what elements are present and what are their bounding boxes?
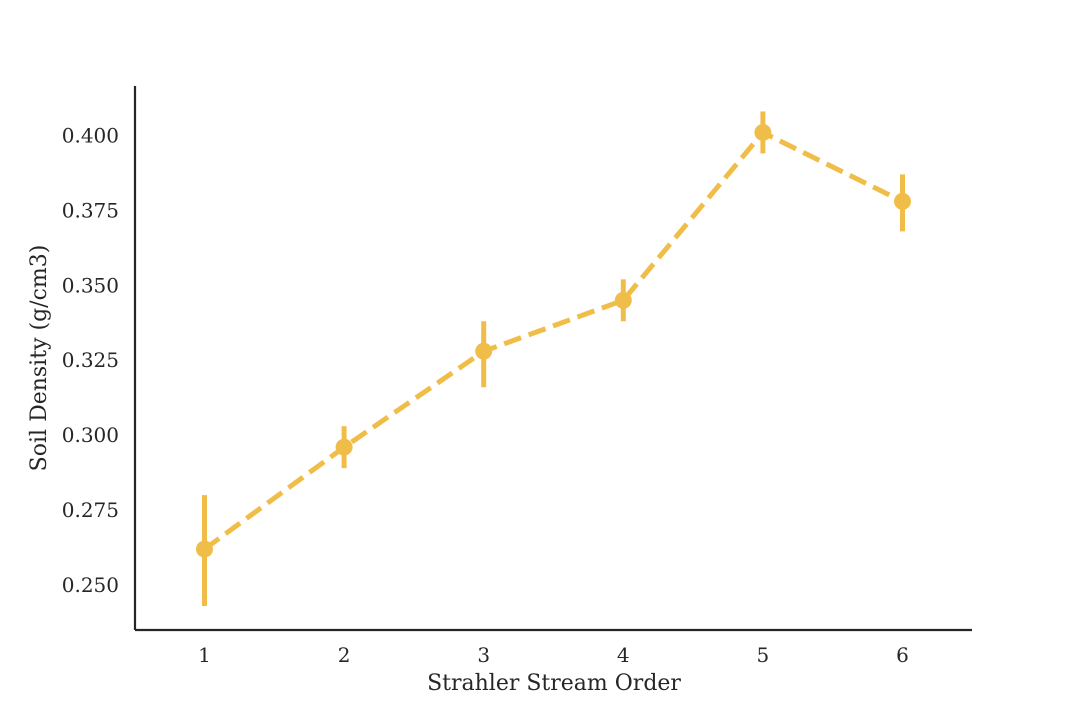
x-tick-label: 4: [617, 643, 630, 667]
y-tick-label: 0.275: [62, 498, 119, 522]
y-axis-label: Soil Density (g/cm3): [27, 245, 52, 472]
data-point: [894, 193, 911, 210]
x-tick-label: 3: [477, 643, 490, 667]
x-axis-label: Strahler Stream Order: [427, 671, 681, 696]
y-tick-label: 0.325: [62, 348, 119, 372]
y-tick-label: 0.400: [62, 123, 119, 147]
data-point: [754, 124, 771, 141]
x-axis-ticks: 1 2 3 4 5 6: [198, 643, 909, 667]
data-point: [475, 343, 492, 360]
x-tick-label: 1: [198, 643, 211, 667]
data-point: [615, 292, 632, 309]
x-tick-label: 5: [757, 643, 770, 667]
x-tick-label: 2: [338, 643, 351, 667]
data-point: [336, 439, 353, 456]
y-tick-label: 0.250: [62, 573, 119, 597]
y-tick-label: 0.375: [62, 198, 119, 222]
x-tick-label: 6: [896, 643, 909, 667]
y-tick-label: 0.350: [62, 273, 119, 297]
data-point: [196, 541, 213, 558]
y-tick-label: 0.300: [62, 423, 119, 447]
series-line: [205, 133, 903, 550]
plot-area: [196, 111, 911, 606]
y-axis-ticks: 0.250 0.275 0.300 0.325 0.350 0.375 0.400: [62, 123, 119, 597]
